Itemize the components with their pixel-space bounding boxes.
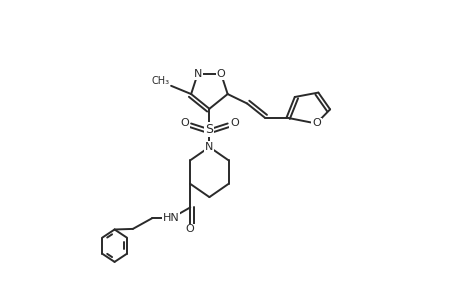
Text: HN: HN (162, 213, 179, 223)
Text: S: S (205, 123, 213, 136)
Text: N: N (193, 69, 202, 79)
Text: CH₃: CH₃ (151, 76, 169, 86)
Text: O: O (185, 224, 194, 235)
Text: O: O (179, 118, 188, 128)
Text: O: O (230, 118, 238, 128)
Text: O: O (216, 69, 225, 79)
Text: O: O (311, 118, 320, 128)
Text: N: N (205, 142, 213, 152)
